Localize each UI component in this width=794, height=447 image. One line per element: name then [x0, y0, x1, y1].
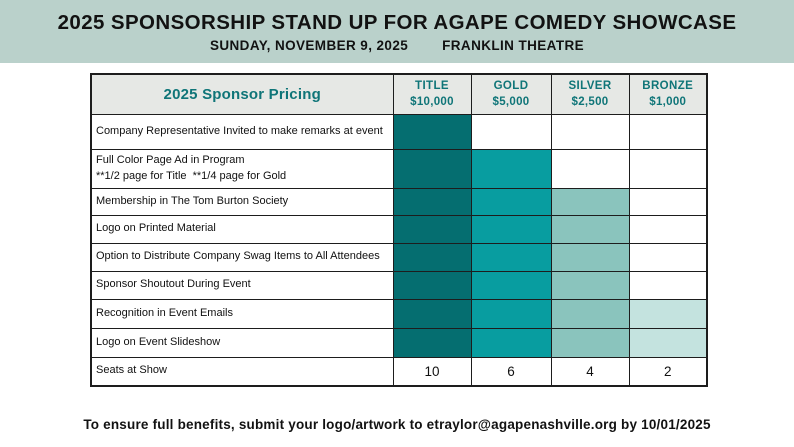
tier-cell-empty: [550, 148, 630, 189]
tier-name: TITLE: [415, 80, 449, 93]
benefit-cell: Logo on Event Slideshow: [90, 327, 394, 358]
seats-value: 2: [628, 356, 708, 387]
tier-cell-included: [392, 148, 472, 189]
tier-cell-included: [392, 242, 472, 272]
tier-cell-empty: [628, 242, 708, 272]
tier-cell-included: [550, 270, 630, 300]
table-row: Logo on Event Slideshow: [90, 327, 708, 358]
tier-cell-empty: [550, 113, 630, 150]
table-row: Full Color Page Ad in Program **1/2 page …: [90, 148, 708, 189]
tier-price: $5,000: [492, 96, 530, 109]
tier-cell-included: [550, 242, 630, 272]
benefit-label: Company Representative Invited to make r…: [96, 124, 383, 137]
benefit-label: Membership in The Tom Burton Society: [96, 194, 289, 207]
tier-cell-empty: [628, 214, 708, 244]
event-subtitle: SUNDAY, NOVEMBER 9, 2025 FRANKLIN THEATR…: [210, 38, 584, 53]
seats-value: 10: [392, 356, 472, 387]
benefit-cell: Membership in The Tom Burton Society: [90, 187, 394, 216]
tier-cell-included: [550, 214, 630, 244]
event-banner: 2025 SPONSORSHIP STAND UP FOR AGAPE COME…: [0, 0, 794, 63]
tier-cell-included: [392, 327, 472, 358]
tier-name: BRONZE: [642, 80, 694, 93]
seats-value: 6: [470, 356, 552, 387]
table-row: Logo on Printed Material: [90, 214, 708, 244]
table-row: Seats at Show 10 6 4 2: [90, 356, 708, 387]
event-title: 2025 SPONSORSHIP STAND UP FOR AGAPE COME…: [57, 10, 737, 34]
table-row: Company Representative Invited to make r…: [90, 113, 708, 150]
tier-cell-included: [470, 242, 552, 272]
tier-cell-included: [470, 148, 552, 189]
tier-cell-included: [550, 298, 630, 329]
tier-cell-included: [470, 270, 552, 300]
benefit-label: Logo on Printed Material: [96, 222, 216, 235]
tier-header-title: TITLE $10,000: [392, 73, 472, 115]
tier-cell-empty: [628, 148, 708, 189]
benefit-cell: Logo on Printed Material: [90, 214, 394, 244]
table-row: Option to Distribute Company Swag Items …: [90, 242, 708, 272]
table-row: Recognition in Event Emails: [90, 298, 708, 329]
tier-cell-included: [392, 113, 472, 150]
tier-cell-included: [550, 327, 630, 358]
footer: To ensure full benefits, submit your log…: [0, 416, 794, 434]
benefit-cell: Recognition in Event Emails: [90, 298, 394, 329]
tier-cell-included: [628, 327, 708, 358]
tier-cell-included: [392, 214, 472, 244]
tier-header-gold: GOLD $5,000: [470, 73, 552, 115]
tier-name: SILVER: [568, 80, 612, 93]
tier-cell-included: [470, 298, 552, 329]
benefit-cell: Option to Distribute Company Swag Items …: [90, 242, 394, 272]
tier-price: $1,000: [649, 96, 687, 109]
tier-cell-included: [392, 298, 472, 329]
tier-cell-included: [550, 187, 630, 216]
pricing-header: 2025 Sponsor Pricing: [90, 73, 394, 115]
benefit-cell: Full Color Page Ad in Program **1/2 page …: [90, 148, 394, 189]
tier-header-silver: SILVER $2,500: [550, 73, 630, 115]
footer-note: To ensure full benefits, submit your log…: [83, 417, 711, 432]
tier-cell-included: [628, 298, 708, 329]
benefit-cell: Seats at Show: [90, 356, 394, 387]
table-row: Membership in The Tom Burton Society: [90, 187, 708, 216]
tier-cell-included: [470, 214, 552, 244]
benefit-label: Sponsor Shoutout During Event: [96, 278, 251, 291]
table-row: Sponsor Shoutout During Event: [90, 270, 708, 300]
tier-header-row: 2025 Sponsor Pricing TITLE $10,000 GOLD $5,…: [90, 73, 708, 115]
tier-cell-empty: [628, 270, 708, 300]
benefit-rows: Company Representative Invited to make r…: [90, 113, 708, 387]
benefit-cell: Company Representative Invited to make r…: [90, 113, 394, 150]
tier-cell-included: [392, 270, 472, 300]
benefit-label: Recognition in Event Emails: [96, 306, 233, 319]
benefit-label: Logo on Event Slideshow: [96, 335, 221, 348]
benefit-note: **1/2 page for Title **1/4 page for Gold: [96, 169, 287, 182]
event-date: SUNDAY, NOVEMBER 9, 2025: [209, 37, 409, 53]
benefit-label: Seats at Show: [96, 364, 167, 377]
tier-header-bronze: BRONZE $1,000: [628, 73, 708, 115]
tier-cell-empty: [628, 113, 708, 150]
tier-cell-included: [470, 327, 552, 358]
tier-cell-empty: [628, 187, 708, 216]
benefit-label: Option to Distribute Company Swag Items …: [96, 250, 380, 263]
benefit-cell: Sponsor Shoutout During Event: [90, 270, 394, 300]
event-venue: FRANKLIN THEATRE: [442, 37, 585, 53]
tier-price: $2,500: [571, 96, 609, 109]
tier-price: $10,000: [410, 96, 454, 109]
seats-value: 4: [550, 356, 630, 387]
tier-cell-included: [470, 187, 552, 216]
tier-cell-empty: [470, 113, 552, 150]
tier-name: GOLD: [493, 80, 529, 93]
benefit-label: Full Color Page Ad in Program: [96, 153, 245, 166]
sponsor-pricing-table: 2025 Sponsor Pricing TITLE $10,000 GOLD $5,…: [90, 73, 708, 387]
tier-cell-included: [392, 187, 472, 216]
